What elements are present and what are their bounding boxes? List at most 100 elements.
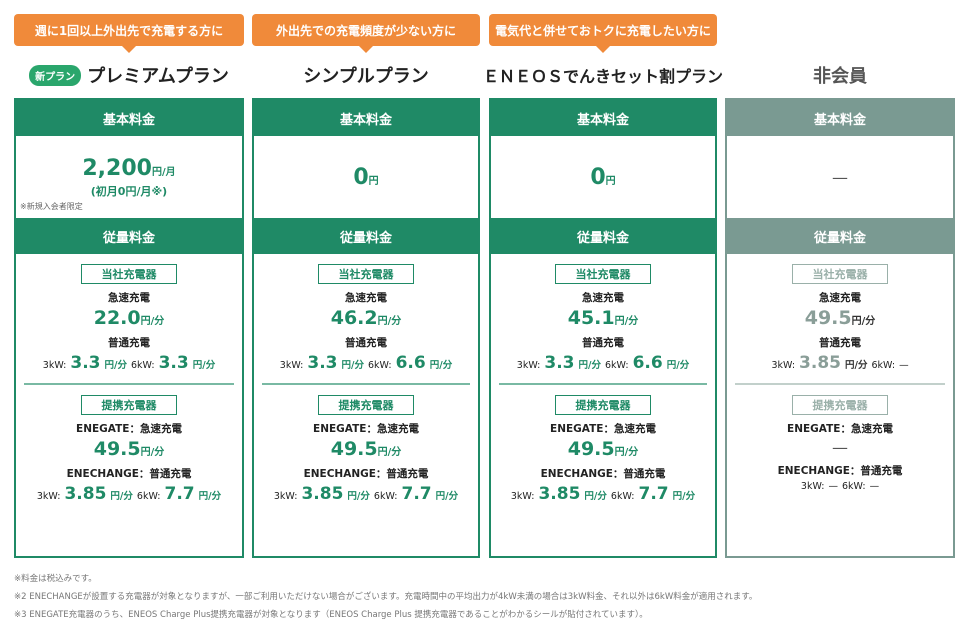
basic-fee-section: —: [727, 136, 953, 218]
normal-charge-rates: 3kW: 3.3 円/分 6kW: 3.3 円/分: [16, 353, 242, 373]
basic-fee-value: 0: [353, 164, 369, 190]
basic-fee-value: —: [832, 167, 848, 187]
kw6-label: 6kW:: [610, 491, 635, 502]
enegate-unit: 円/分: [140, 447, 165, 458]
plan-name-simple: シンプルプラン: [303, 66, 429, 87]
plan-column-simple: 基本料金 0円 従量料金 当社充電器 急速充電 46.2円/分 普通充電 3kW…: [252, 98, 480, 558]
enegate-unit: 円/分: [614, 447, 639, 458]
fast-charge-unit: 円/分: [851, 316, 876, 327]
kw3-unit: 円/分: [347, 491, 370, 502]
normal-charge-label: 普通充電: [108, 337, 150, 349]
divider: [24, 383, 234, 385]
basic-fee-unit: 円/月: [151, 166, 176, 178]
usage-fee-header: 従量料金: [254, 218, 478, 254]
basic-fee-header: 基本料金: [254, 100, 478, 136]
plan-column-premium: 基本料金 2,200円/月 (初月0円/月※) ※新規入会者限定 従量料金 当社…: [14, 98, 244, 558]
enechange-rates: 3kW: 3.85 円/分 6kW: 7.7 円/分: [254, 484, 478, 504]
kw3-unit: 円/分: [110, 491, 133, 502]
enegate-label: ENEGATE：急速充電: [76, 423, 182, 435]
basic-fee-header: 基本料金: [727, 100, 953, 136]
enechange-label: ENECHANGE：普通充電: [303, 468, 429, 480]
kw3-label: 3kW:: [516, 360, 541, 371]
enegate-value: 49.5: [330, 438, 378, 460]
kw3-value: 3.3: [307, 353, 338, 373]
partner-charger-label: 提携充電器: [555, 395, 651, 415]
first-month-note: (初月0円/月※): [90, 184, 168, 198]
enegate-value: —: [832, 438, 848, 457]
kw6-unit: 円/分: [672, 491, 696, 502]
kw6-value: 3.3: [158, 353, 189, 373]
kw3-label: 3kW:: [771, 360, 796, 371]
normal-charge-rates: 3kW: 3.3 円/分 6kW: 6.6 円/分: [491, 353, 715, 373]
basic-fee-section: 0円: [254, 136, 478, 218]
enegate-unit: 円/分: [377, 447, 402, 458]
enechange-label: ENECHANGE：普通充電: [540, 468, 666, 480]
partner-charger-label: 提携充電器: [792, 395, 888, 415]
kw3-label: 3kW:: [279, 360, 304, 371]
kw6-unit: 円/分: [429, 360, 453, 371]
plan-name-premium: 新プラン プレミアムプラン: [14, 60, 244, 90]
target-tag-eneos: 電気代と併せておトクに充電したい方に: [489, 14, 717, 53]
enegate-label: ENEGATE：急速充電: [787, 423, 893, 435]
normal-charge-label: 普通充電: [345, 337, 387, 349]
kw6-label: 6kW:: [368, 360, 392, 371]
enegate-value: 49.5: [567, 438, 615, 460]
basic-fee-unit: 円: [368, 175, 379, 187]
new-member-note: ※新規入会者限定: [20, 202, 83, 211]
basic-fee-value: 2,200: [82, 155, 152, 181]
kw3-value: —: [828, 481, 839, 492]
fast-charge-label: 急速充電: [345, 292, 387, 304]
usage-fee-header: 従量料金: [16, 218, 242, 254]
fast-charge-value: 45.1: [567, 307, 615, 329]
basic-fee-section: 0円: [491, 136, 715, 218]
normal-charge-rates: 3kW: 3.85 円/分 6kW: —: [727, 353, 953, 373]
usage-fee-header: 従量料金: [491, 218, 715, 254]
kw6-label: 6kW:: [605, 360, 629, 371]
divider: [499, 383, 707, 385]
basic-fee-value: 0: [590, 164, 606, 190]
fast-charge-unit: 円/分: [377, 316, 402, 327]
partner-charger-label: 提携充電器: [318, 395, 414, 415]
fast-charge-value: 22.0: [93, 307, 141, 329]
usage-fee-header: 従量料金: [727, 218, 953, 254]
kw3-label: 3kW:: [42, 360, 67, 371]
new-plan-badge: 新プラン: [29, 64, 82, 86]
footnote-enegate: ※3 ENEGATE充電器のうち、ENEOS Charge Plus提携充電器が…: [14, 610, 648, 620]
basic-fee-unit: 円: [605, 175, 616, 187]
fast-charge-label: 急速充電: [108, 292, 150, 304]
kw3-label: 3kW:: [36, 491, 61, 502]
kw6-value: —: [899, 360, 909, 371]
kw6-label: 6kW:: [373, 491, 398, 502]
divider: [262, 383, 470, 385]
divider: [735, 383, 945, 385]
normal-charge-rates: 3kW: 3.3 円/分 6kW: 6.6 円/分: [254, 353, 478, 373]
fast-charge-value: 49.5: [804, 307, 852, 329]
basic-fee-header: 基本料金: [16, 100, 242, 136]
fast-charge-unit: 円/分: [140, 316, 165, 327]
own-charger-label: 当社充電器: [555, 264, 651, 284]
partner-charger-label: 提携充電器: [81, 395, 177, 415]
kw3-unit: 円/分: [844, 360, 868, 371]
enegate-label: ENEGATE：急速充電: [550, 423, 656, 435]
enechange-rates: 3kW: 3.85 円/分 6kW: 7.7 円/分: [16, 484, 242, 504]
kw6-label: 6kW:: [842, 481, 866, 492]
fast-charge-label: 急速充電: [819, 292, 861, 304]
enechange-rates: 3kW: 3.85 円/分 6kW: 7.7 円/分: [491, 484, 715, 504]
kw3-unit: 円/分: [578, 360, 601, 371]
kw6-label: 6kW:: [871, 360, 896, 371]
plan-name-eneos: ＥＮＥＯＳでんきセット割プラン: [483, 67, 724, 86]
kw3-unit: 円/分: [584, 491, 607, 502]
own-charger-label: 当社充電器: [318, 264, 414, 284]
basic-fee-header: 基本料金: [491, 100, 715, 136]
plan-name-nonmember: 非会員: [813, 66, 867, 87]
fast-charge-label: 急速充電: [582, 292, 624, 304]
kw3-label: 3kW:: [273, 491, 298, 502]
footnote-enechange: ※2 ENECHANGEが設置する充電器が対象となりますが、一部ご利用いただけな…: [14, 592, 758, 602]
kw6-value: 7.7: [401, 484, 432, 504]
kw6-value: 6.6: [395, 353, 426, 373]
kw6-value: 7.7: [638, 484, 669, 504]
kw3-value: 3.85: [64, 484, 107, 504]
kw6-label: 6kW:: [136, 491, 161, 502]
footnotes: ※料金は税込みです。 ※2 ENECHANGEが設置する充電器が対象となりますが…: [14, 570, 757, 624]
kw6-value: —: [869, 481, 880, 492]
